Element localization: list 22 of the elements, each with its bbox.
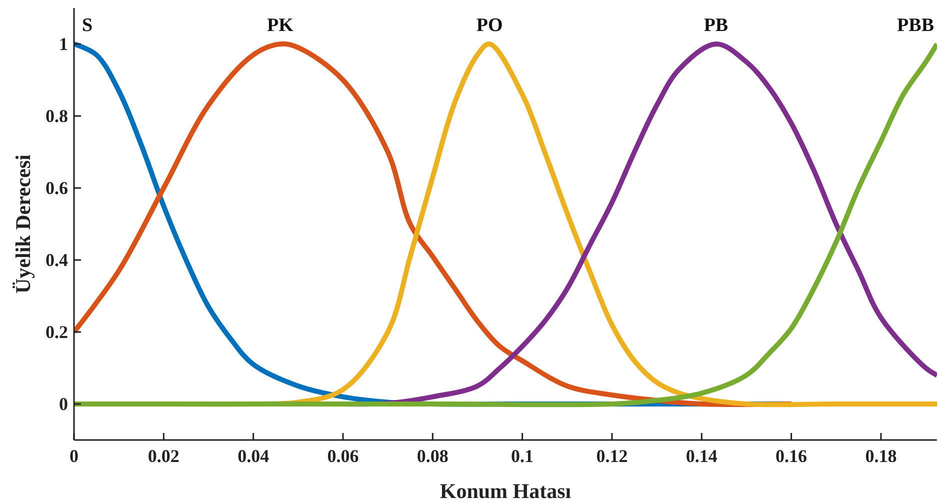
- x-tick-label: 0.06: [327, 446, 359, 466]
- x-tick-label: 0.14: [686, 446, 718, 466]
- y-tick-label: 0.8: [46, 106, 68, 126]
- y-axis-title: Üyelik Derecesi: [11, 154, 35, 294]
- x-tick-label: 0.12: [596, 446, 628, 466]
- x-tick-label: 0.08: [416, 446, 448, 466]
- series-label: PB: [704, 15, 728, 36]
- y-tick-label: 0.6: [46, 178, 68, 198]
- x-tick-label: 0.04: [238, 446, 270, 466]
- y-tick-label: 0: [59, 394, 68, 414]
- series-label: PBB: [897, 15, 934, 36]
- x-axis-title: Konum Hatası: [440, 479, 572, 502]
- y-tick-label: 1: [59, 34, 68, 54]
- series-label: PO: [476, 15, 503, 36]
- x-tick-label: 0.18: [865, 446, 897, 466]
- x-tick-label: 0.1: [511, 446, 534, 466]
- series-label: PK: [267, 15, 294, 36]
- x-tick-label: 0.02: [148, 446, 180, 466]
- y-tick-label: 0.4: [46, 250, 68, 270]
- y-tick-label: 0.2: [46, 322, 68, 342]
- x-tick-label: 0.16: [776, 446, 808, 466]
- series-label: S: [82, 15, 93, 36]
